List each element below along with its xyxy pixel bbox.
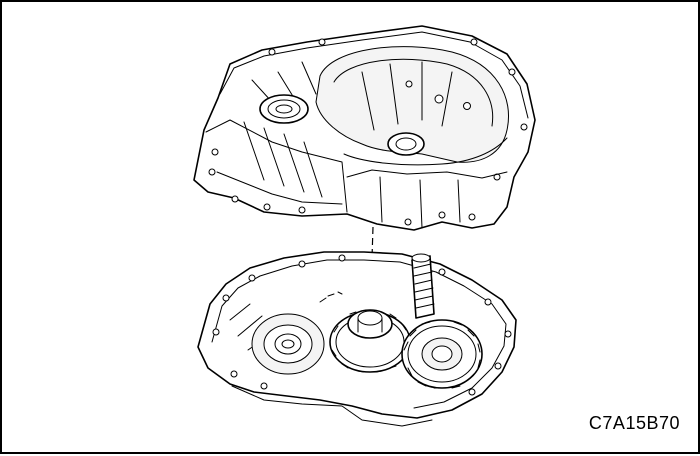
upper-clutch-housing xyxy=(193,25,536,231)
center-gear-cluster xyxy=(329,309,411,373)
figure-reference-code: C7A15B70 xyxy=(588,413,680,433)
input-shaft xyxy=(411,253,435,319)
lower-transaxle-case xyxy=(197,251,517,427)
right-gear-cluster xyxy=(401,319,483,389)
